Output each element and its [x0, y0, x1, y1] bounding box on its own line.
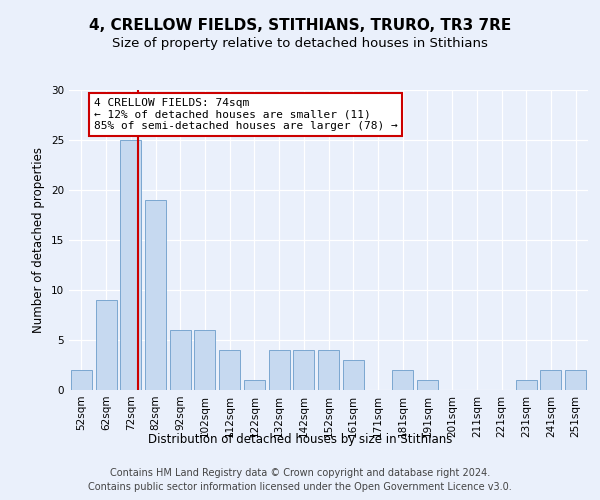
Bar	[269, 350, 290, 390]
Bar	[71, 370, 92, 390]
Bar	[417, 380, 438, 390]
Bar	[516, 380, 537, 390]
Bar	[318, 350, 339, 390]
Text: Size of property relative to detached houses in Stithians: Size of property relative to detached ho…	[112, 38, 488, 51]
Bar	[565, 370, 586, 390]
Bar	[293, 350, 314, 390]
Bar	[95, 300, 116, 390]
Bar	[343, 360, 364, 390]
Bar	[219, 350, 240, 390]
Text: Contains public sector information licensed under the Open Government Licence v3: Contains public sector information licen…	[88, 482, 512, 492]
Bar	[392, 370, 413, 390]
Bar	[194, 330, 215, 390]
Text: 4, CRELLOW FIELDS, STITHIANS, TRURO, TR3 7RE: 4, CRELLOW FIELDS, STITHIANS, TRURO, TR3…	[89, 18, 511, 32]
Bar	[170, 330, 191, 390]
Bar	[541, 370, 562, 390]
Text: Distribution of detached houses by size in Stithians: Distribution of detached houses by size …	[148, 432, 452, 446]
Text: Contains HM Land Registry data © Crown copyright and database right 2024.: Contains HM Land Registry data © Crown c…	[110, 468, 490, 477]
Y-axis label: Number of detached properties: Number of detached properties	[32, 147, 46, 333]
Bar	[145, 200, 166, 390]
Bar	[120, 140, 141, 390]
Bar	[244, 380, 265, 390]
Text: 4 CRELLOW FIELDS: 74sqm
← 12% of detached houses are smaller (11)
85% of semi-de: 4 CRELLOW FIELDS: 74sqm ← 12% of detache…	[94, 98, 397, 131]
